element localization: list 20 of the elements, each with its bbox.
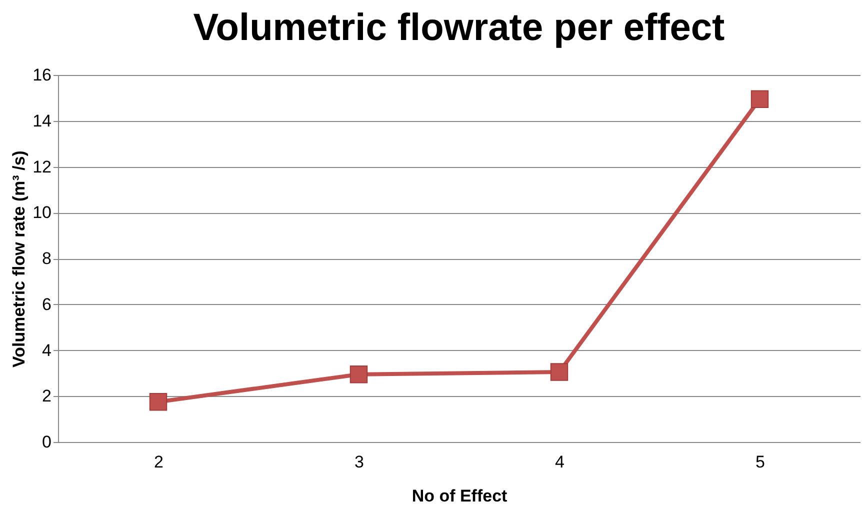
y-tick-label: 0 <box>42 432 52 452</box>
point <box>350 365 368 384</box>
point <box>550 363 568 381</box>
y-tick-label: 10 <box>32 203 52 222</box>
x-axis-title: No of Effect <box>412 486 508 506</box>
y-tick-label: 4 <box>42 340 52 360</box>
x-tick-label: 3 <box>354 452 364 472</box>
y-tick-label: 8 <box>42 249 52 268</box>
y-tick-label: 16 <box>32 66 52 84</box>
x-tick-label: 2 <box>154 452 164 472</box>
x-tick-label: 4 <box>555 452 564 472</box>
y-tick-label: 12 <box>32 157 52 176</box>
y-tick-label: 14 <box>32 111 52 130</box>
y-tick-label: 2 <box>42 386 52 406</box>
point <box>149 392 168 411</box>
point <box>750 90 769 108</box>
y-tick-label: 6 <box>42 294 52 314</box>
x-tick-label: 5 <box>756 452 765 472</box>
chart-title: Volumetric flowrate per effect <box>193 7 726 49</box>
y-axis-title: Volumetric flow rate (m³ /s) <box>10 150 29 368</box>
